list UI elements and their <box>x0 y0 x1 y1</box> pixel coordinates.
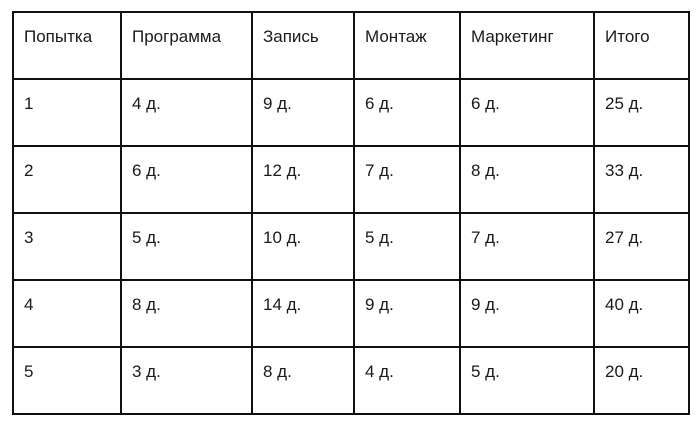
table-cell: 40 д. <box>593 279 690 348</box>
header-cell: Итого <box>593 11 690 80</box>
table-cell: 8 д. <box>251 346 355 415</box>
table-cell: 5 д. <box>459 346 595 415</box>
header-cell: Монтаж <box>353 11 461 80</box>
table-cell: 8 д. <box>459 145 595 214</box>
table-cell: 27 д. <box>593 212 690 281</box>
header-row: Попытка Программа Запись Монтаж Маркетинг Ито… <box>12 11 690 80</box>
table-cell: 4 д. <box>120 78 253 147</box>
table-cell: 6 д. <box>353 78 461 147</box>
table-cell: 5 <box>12 346 122 415</box>
table-cell: 3 <box>12 212 122 281</box>
table-cell: 14 д. <box>251 279 355 348</box>
header-cell: Запись <box>251 11 355 80</box>
table-cell: 9 д. <box>353 279 461 348</box>
table-cell: 25 д. <box>593 78 690 147</box>
table-cell: 9 д. <box>459 279 595 348</box>
table-cell: 9 д. <box>251 78 355 147</box>
header-cell: Попытка <box>12 11 122 80</box>
table-cell: 33 д. <box>593 145 690 214</box>
table-cell: 1 <box>12 78 122 147</box>
table-cell: 5 д. <box>353 212 461 281</box>
table-cell: 12 д. <box>251 145 355 214</box>
table-cell: 20 д. <box>593 346 690 415</box>
table-cell: 7 д. <box>459 212 595 281</box>
schedule-table: Попытка Программа Запись Монтаж Маркетинг Ито… <box>12 11 690 415</box>
table-cell: 4 <box>12 279 122 348</box>
header-cell: Маркетинг <box>459 11 595 80</box>
table-cell: 8 д. <box>120 279 253 348</box>
table-cell: 5 д. <box>120 212 253 281</box>
table-cell: 2 <box>12 145 122 214</box>
header-cell: Программа <box>120 11 253 80</box>
table-cell: 6 д. <box>120 145 253 214</box>
table-body: Попытка Программа Запись Монтаж Маркетинг Ито… <box>12 11 690 415</box>
table-cell: 3 д. <box>120 346 253 415</box>
table-cell: 7 д. <box>353 145 461 214</box>
table-cell: 10 д. <box>251 212 355 281</box>
table-cell: 4 д. <box>353 346 461 415</box>
table-cell: 6 д. <box>459 78 595 147</box>
